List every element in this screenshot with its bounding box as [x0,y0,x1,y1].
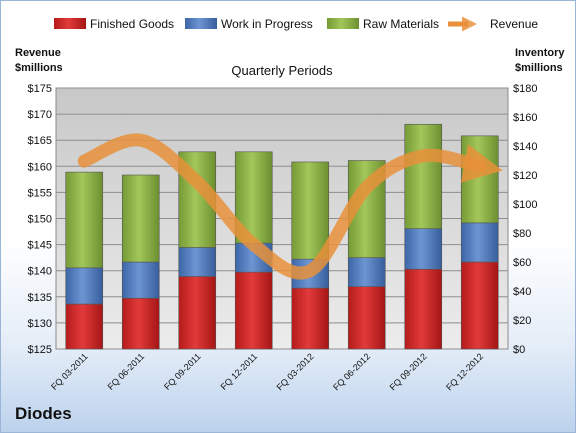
right-axis-tick-label: $40 [513,286,531,298]
bar-raw-materials [460,135,499,224]
left-axis-title-line2: $millions [15,62,63,74]
bar-finished-goods [178,276,217,350]
right-axis-tick-label: $120 [513,170,537,182]
right-axis-tick-label: $140 [513,141,537,153]
right-axis-ticks: $0 $20 $40 $60 $80 $100 $120 $140 $160 $180 [513,83,537,356]
x-axis-tick-label: FQ 12-2012 [444,351,485,392]
right-axis-tick-label: $180 [513,83,537,95]
x-axis-tick-label: FQ 03-2012 [275,351,316,392]
right-axis-tick-label: $80 [513,228,531,240]
bar-finished-goods [291,287,330,350]
legend-swatch-finished-goods [54,18,86,29]
chart-subtitle: Quarterly Periods [231,63,333,78]
bar-work-in-progress [178,247,217,277]
bar-work-in-progress [121,261,160,299]
legend-swatch-work-in-progress [185,18,217,29]
left-axis-tick-label: $155 [28,187,52,199]
left-axis-tick-label: $135 [28,292,52,304]
bar-finished-goods [404,268,443,350]
company-name: Diodes [15,404,72,423]
bar-raw-materials [121,174,160,263]
legend-label-raw-materials: Raw Materials [363,17,439,31]
left-axis-title-line1: Revenue [15,47,61,59]
left-axis-tick-label: $125 [28,344,52,356]
right-axis-tick-label: $100 [513,199,537,211]
legend-label-revenue: Revenue [490,17,538,31]
left-axis-tick-label: $175 [28,83,52,95]
left-axis-tick-label: $170 [28,109,52,121]
bar-finished-goods [460,261,499,350]
right-axis-tick-label: $20 [513,315,531,327]
bar-raw-materials [65,171,104,269]
x-axis-tick-label: FQ 09-2011 [162,351,203,392]
bar-raw-materials [404,123,443,229]
x-axis-tick-label: FQ 03-2011 [49,351,90,392]
left-axis-ticks: $125 $130 $135 $140 $145 $150 $155 $160 $165 $170… [28,83,52,356]
bars [65,123,499,350]
legend-label-finished-goods: Finished Goods [90,17,174,31]
left-axis-tick-label: $160 [28,161,52,173]
bar-finished-goods [65,303,104,350]
x-axis-tick-label: FQ 12-2011 [219,351,260,392]
x-axis-tick-label: FQ 09-2012 [388,351,429,392]
x-axis-tick-label: FQ 06-2011 [106,351,147,392]
bar-finished-goods [121,297,160,350]
left-axis-tick-label: $165 [28,135,52,147]
left-axis-tick-label: $130 [28,318,52,330]
bar-work-in-progress [404,228,443,270]
revenue-line-group [77,133,503,280]
bar-work-in-progress [347,257,386,287]
bar-finished-goods [234,271,273,350]
left-axis-tick-label: $140 [28,266,52,278]
legend-label-work-in-progress: Work in Progress [221,17,313,31]
x-axis-labels: FQ 03-2011 FQ 06-2011 FQ 09-2011 FQ 12-2011… [49,351,485,392]
bar-work-in-progress [65,267,104,305]
revenue-line [77,133,503,280]
left-axis-tick-label: $145 [28,240,52,252]
bar-raw-materials [291,161,330,260]
legend-swatch-raw-materials [327,18,359,29]
left-axis-tick-label: $150 [28,214,52,226]
right-axis-title-line1: Inventory [515,47,565,59]
bar-finished-goods [347,286,386,350]
right-axis-tick-label: $60 [513,257,531,269]
bar-work-in-progress [460,222,499,263]
right-axis-tick-label: $0 [513,344,525,356]
right-axis-title-line2: $millions [515,62,563,74]
legend: Finished Goods Work in Progress Raw Mate… [54,16,538,32]
x-axis-tick-label: FQ 06-2012 [331,351,372,392]
right-axis-tick-label: $160 [513,112,537,124]
